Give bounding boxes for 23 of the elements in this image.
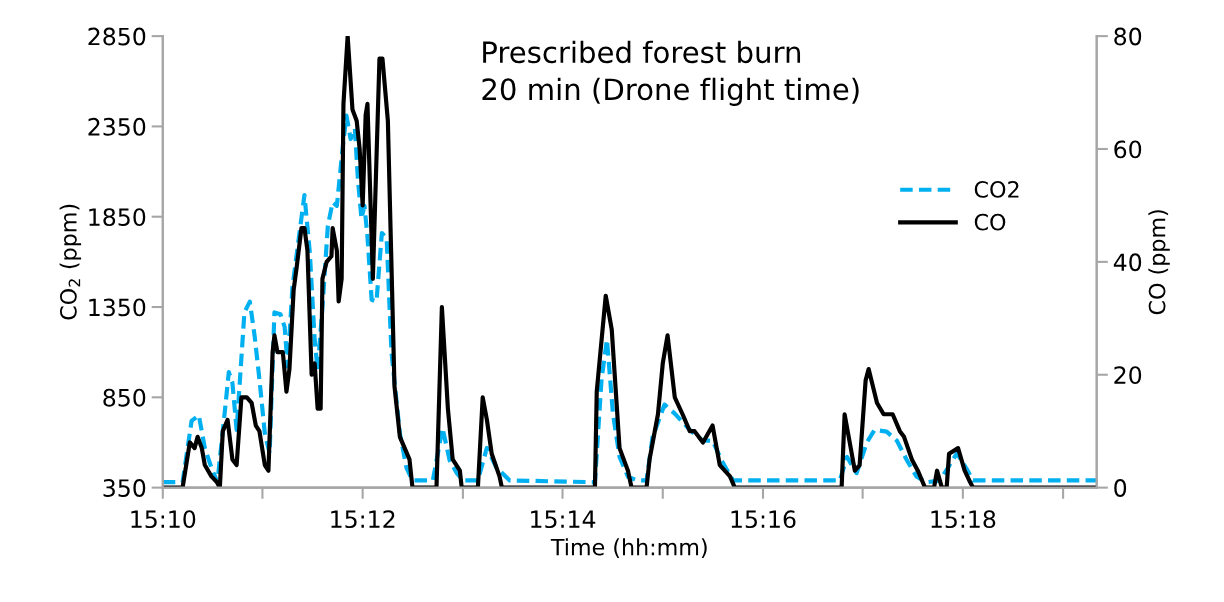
text: Prescribed forest burn 20 min (Drone flight time): [482, 40, 859, 106]
y-tick-label: 2850: [88, 27, 146, 46]
y2-tick-label: 40: [1113, 253, 1142, 272]
y-tick-label: 350: [103, 479, 146, 497]
x-axis-title: Time (hh:mm): [550, 538, 707, 559]
y-tick-label: 1850: [89, 208, 146, 227]
y-tick-label: 850: [103, 388, 146, 407]
y-axis-title: CO$_{2}$ (ppm): [59, 204, 82, 320]
y2-tick-label: 20: [1114, 366, 1142, 385]
y2-tick-label: 0: [1114, 479, 1127, 497]
legend-label: CO2: [974, 181, 1019, 198]
x-tick-label: 15:14: [531, 510, 596, 529]
y2-axis-title: CO (ppm): [1148, 210, 1170, 315]
x-tick-label: 15:10: [131, 510, 196, 529]
y-tick-label: 1350: [89, 298, 146, 317]
y2-tick-label: 60: [1114, 140, 1142, 159]
legend-label: CO: [974, 213, 1006, 231]
x-tick-label: 15:16: [731, 510, 796, 529]
y-tick-label: 2350: [88, 117, 146, 136]
y2-tick-label: 80: [1114, 27, 1142, 46]
line-series: [162, 113, 1097, 485]
x-tick-label: 15:18: [931, 510, 996, 529]
x-tick-label: 15:12: [331, 510, 395, 529]
